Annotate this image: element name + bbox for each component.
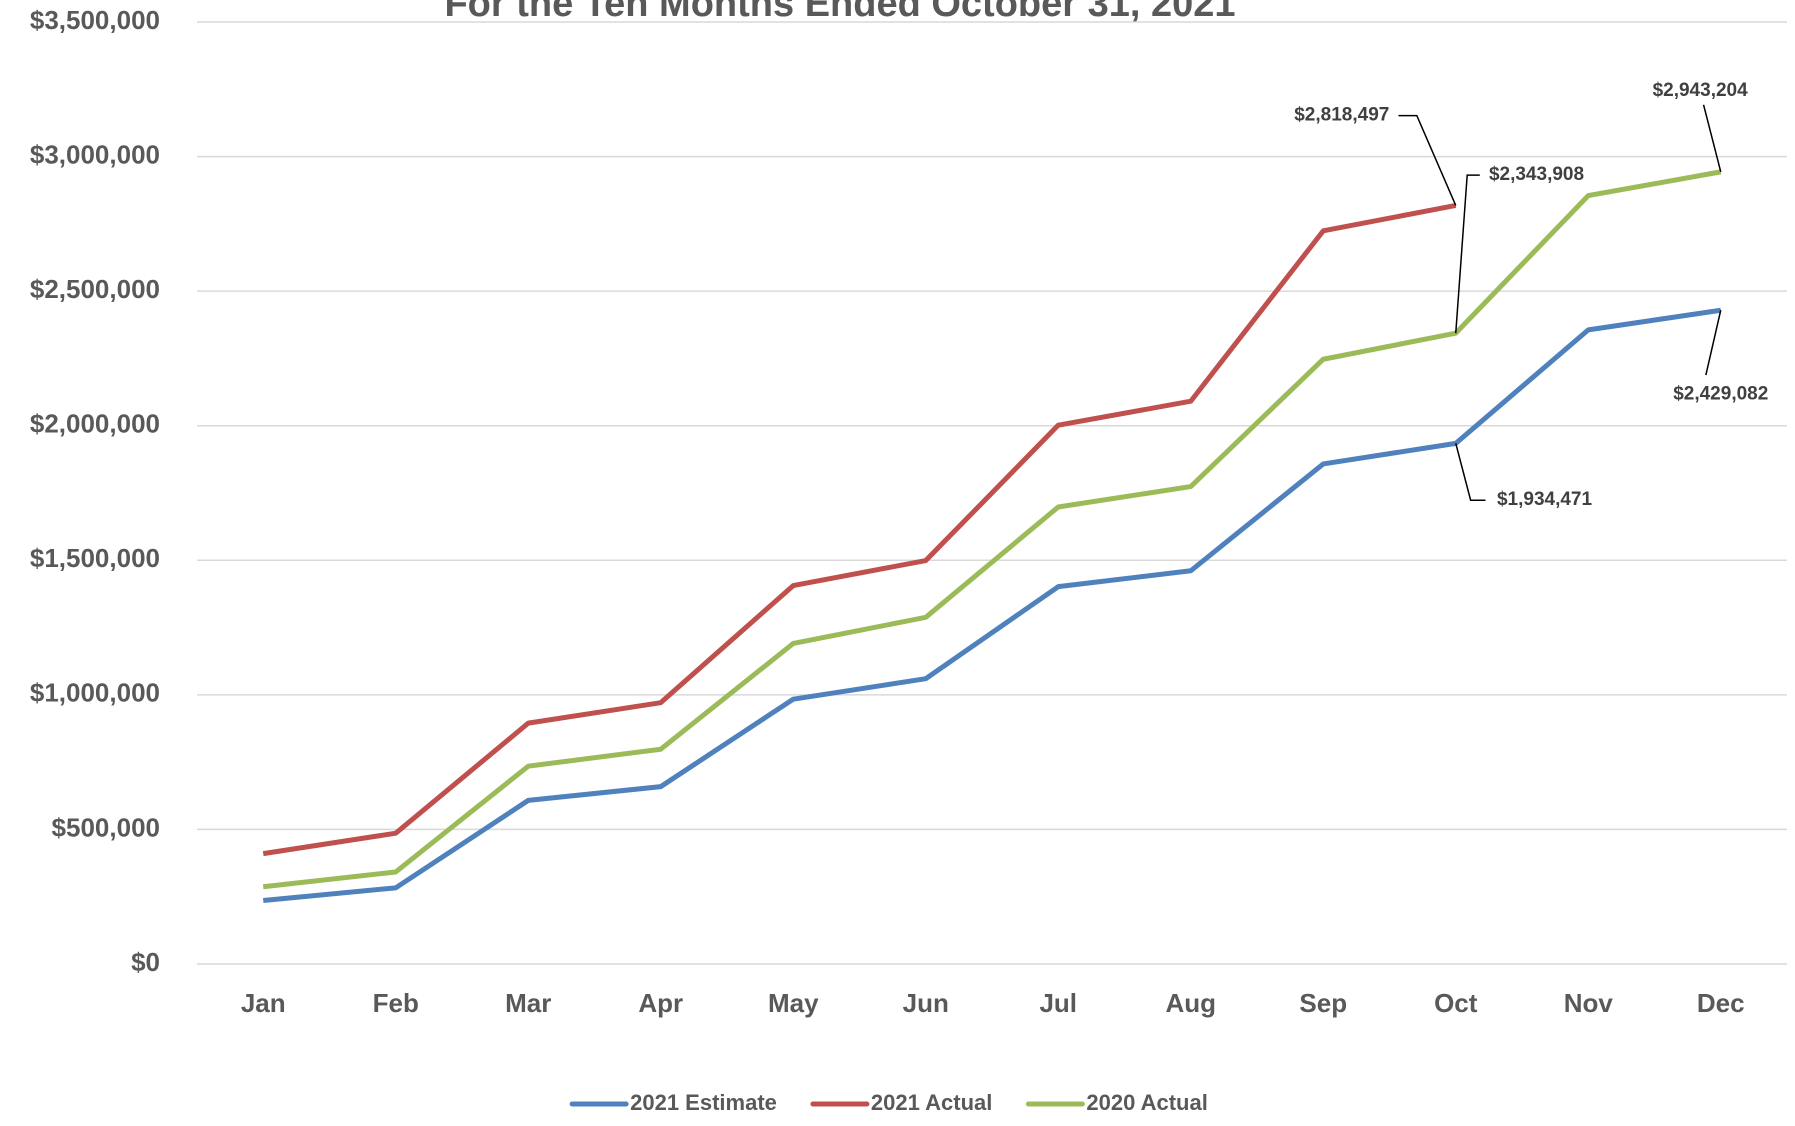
series-line — [262, 169, 1722, 890]
y-tick-label: $3,000,000 — [30, 139, 160, 169]
x-tick-label: Oct — [1434, 988, 1478, 1018]
series-line — [262, 202, 1457, 857]
data-label: $2,818,497 — [1294, 105, 1389, 126]
x-tick-label: Aug — [1165, 988, 1216, 1018]
leader-line — [1705, 310, 1722, 376]
y-tick-label: $3,500,000 — [30, 5, 160, 35]
x-tick-label: Apr — [638, 988, 683, 1018]
leader-line — [1398, 114, 1457, 206]
y-tick-label: $2,000,000 — [30, 409, 160, 439]
x-tick-label: Feb — [373, 988, 419, 1018]
x-tick-label: Jun — [903, 988, 949, 1018]
leader-line — [1455, 443, 1486, 501]
y-tick-label: $0 — [131, 947, 160, 977]
x-tick-label: May — [768, 988, 819, 1018]
leader-line — [1702, 104, 1722, 173]
data-label: $2,343,908 — [1489, 164, 1584, 185]
chart-title: For the Ten Months Ended October 31, 202… — [444, 0, 1235, 25]
y-tick-label: $1,500,000 — [30, 543, 160, 573]
series-line — [263, 307, 1722, 903]
x-tick-label: Dec — [1697, 988, 1745, 1018]
data-label: $2,429,082 — [1673, 383, 1768, 404]
legend-label: 2021 Estimate — [630, 1090, 777, 1115]
x-tick-label: Mar — [505, 988, 551, 1018]
y-tick-label: $1,000,000 — [30, 678, 160, 708]
legend-label: 2021 Actual — [871, 1090, 992, 1115]
data-label: $1,934,471 — [1497, 489, 1593, 510]
x-tick-label: Nov — [1564, 988, 1614, 1018]
x-tick-label: Jul — [1039, 988, 1077, 1018]
legend-label: 2020 Actual — [1086, 1090, 1207, 1115]
data-label: $2,943,204 — [1653, 80, 1749, 101]
x-tick-label: Sep — [1299, 988, 1347, 1018]
y-tick-label: $2,500,000 — [30, 274, 160, 304]
x-tick-label: Jan — [241, 988, 286, 1018]
y-tick-label: $500,000 — [52, 812, 160, 842]
leader-line — [1455, 174, 1480, 334]
